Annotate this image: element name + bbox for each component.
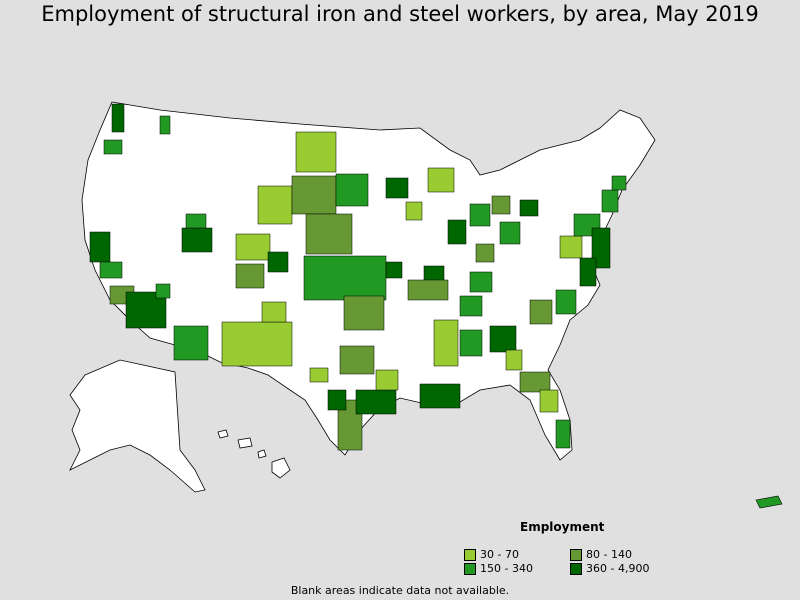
legend-item-3: 150 - 340	[464, 562, 533, 575]
legend-item-1: 30 - 70	[464, 548, 519, 561]
area-shading	[89, 103, 627, 451]
footnote: Blank areas indicate data not available.	[290, 584, 510, 597]
legend-label-4: 360 - 4,900	[586, 562, 650, 575]
legend-item-2: 80 - 140	[570, 548, 632, 561]
alaska-landmass	[69, 359, 206, 493]
legend-label-2: 80 - 140	[586, 548, 632, 561]
legend-title: Employment	[520, 520, 605, 534]
puerto-rico	[755, 495, 783, 509]
legend-label-3: 150 - 340	[480, 562, 533, 575]
hawaii-islands	[217, 429, 291, 479]
legend-item-4: 360 - 4,900	[570, 562, 649, 575]
map-title: Employment of structural iron and steel …	[41, 2, 759, 26]
legend-swatch-3	[464, 562, 476, 575]
legend-label-1: 30 - 70	[480, 548, 519, 561]
legend-swatch-2	[570, 548, 582, 561]
legend-swatch-4	[570, 562, 582, 575]
legend-swatch-1	[464, 548, 476, 561]
